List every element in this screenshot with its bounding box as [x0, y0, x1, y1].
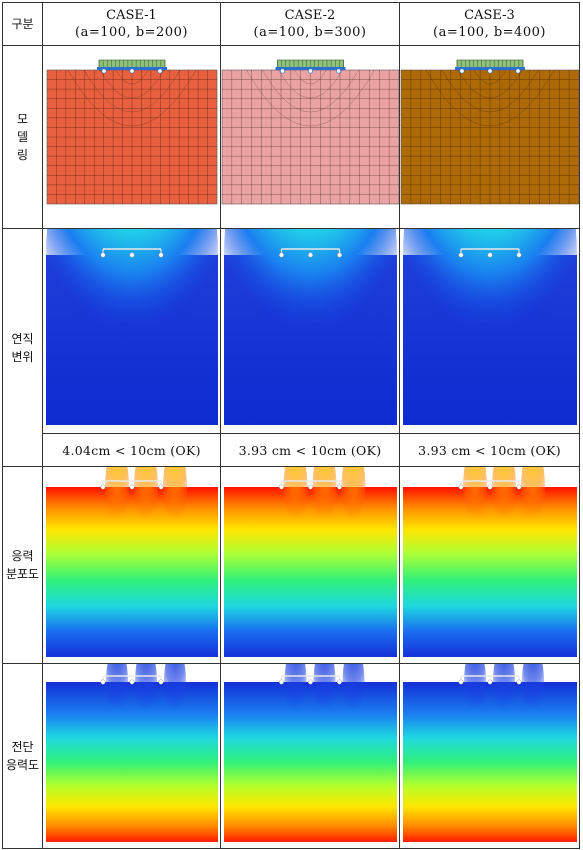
case-1-shear-contour — [46, 664, 218, 842]
contour-group — [403, 467, 577, 657]
case-2-params: (a=100, b=300) — [253, 25, 367, 40]
shear-stress-label: 전단 응력도 — [2, 663, 43, 849]
modeling-label: 모 델 링 — [2, 45, 43, 229]
contour-group — [224, 664, 397, 842]
displacement-label-line: 변위 — [11, 349, 34, 364]
stress-distribution-row: 응력 분포도 — [2, 466, 580, 664]
case-3-mesh-cell — [399, 45, 580, 229]
case-3-displacement-contour — [403, 229, 577, 425]
case-3-displacement-result: 3.93 cm < 10cm (OK) — [399, 433, 580, 467]
modeling-label-line: 링 — [16, 148, 29, 162]
case-2-shear-contour — [224, 664, 397, 842]
case-2-stress-contour — [224, 467, 397, 657]
displacement-label-line: 연직 — [11, 331, 34, 346]
vertical-displacement-label: 연직 변위 — [2, 228, 43, 467]
mesh-group — [221, 59, 399, 205]
case-3-mesh-image — [400, 59, 579, 205]
case-3-name: CASE-3 — [464, 8, 515, 23]
case-2-shear-cell — [220, 663, 400, 849]
displacement-result-row: 4.04cm < 10cm (OK) 3.93 cm < 10cm (OK) 3… — [3, 433, 580, 467]
stress-label-line: 응력 — [11, 549, 34, 563]
case-2-mesh-image — [221, 59, 399, 205]
contour-group — [224, 467, 397, 657]
case-1-stress-cell — [42, 466, 221, 664]
vertical-displacement-row: 연직 변위 — [2, 228, 580, 467]
shear-label-line: 전단 — [11, 740, 34, 754]
stress-distribution-label: 응력 분포도 — [2, 466, 43, 664]
header-row: 구분 CASE-1 (a=100, b=200) CASE-2 (a=100, … — [2, 2, 580, 46]
case-1-displacement-contour — [46, 229, 218, 425]
shear-stress-row: 전단 응력도 — [2, 663, 580, 849]
case-1-mesh-image — [46, 59, 218, 205]
case-2-displacement-contour — [224, 229, 397, 425]
case-2-displacement-cell — [220, 228, 400, 434]
case-3-shear-contour — [403, 664, 577, 842]
case-2-mesh-cell — [220, 45, 400, 229]
case-3-shear-cell — [399, 663, 580, 849]
case-1-displacement-result: 4.04cm < 10cm (OK) — [42, 433, 221, 467]
case-3-displacement-cell — [399, 228, 580, 434]
contour-group — [403, 664, 577, 842]
case-2-header: CASE-2 (a=100, b=300) — [220, 2, 400, 46]
mesh-group — [46, 59, 218, 205]
case-1-mesh-cell — [42, 45, 221, 229]
shear-label-line: 응력도 — [5, 758, 40, 772]
case-1-shear-cell — [42, 663, 221, 849]
modeling-label-line: 델 — [16, 130, 29, 144]
contour-group — [46, 467, 218, 657]
case-3-params: (a=100, b=400) — [433, 25, 546, 40]
contour-group — [403, 229, 577, 425]
case-3-stress-contour — [403, 467, 577, 657]
case-3-stress-cell — [399, 466, 580, 664]
case-2-displacement-result: 3.93 cm < 10cm (OK) — [220, 433, 400, 467]
category-header: 구분 — [2, 2, 43, 46]
modeling-label-line: 모 — [16, 112, 29, 126]
case-2-stress-cell — [220, 466, 400, 664]
case-2-name: CASE-2 — [284, 8, 336, 23]
mesh-group — [400, 59, 579, 205]
case-1-header: CASE-1 (a=100, b=200) — [42, 2, 221, 46]
modeling-row: 모 델 링 — [2, 45, 580, 229]
contour-group — [224, 229, 397, 425]
case-1-name: CASE-1 — [106, 8, 157, 23]
stress-label-line: 분포도 — [5, 567, 40, 581]
case-3-header: CASE-3 (a=100, b=400) — [399, 2, 580, 46]
case-1-stress-contour — [46, 467, 218, 657]
case-1-displacement-cell — [42, 228, 221, 434]
contour-group — [46, 664, 218, 842]
contour-group — [46, 229, 218, 425]
case-1-params: (a=100, b=200) — [75, 25, 188, 40]
